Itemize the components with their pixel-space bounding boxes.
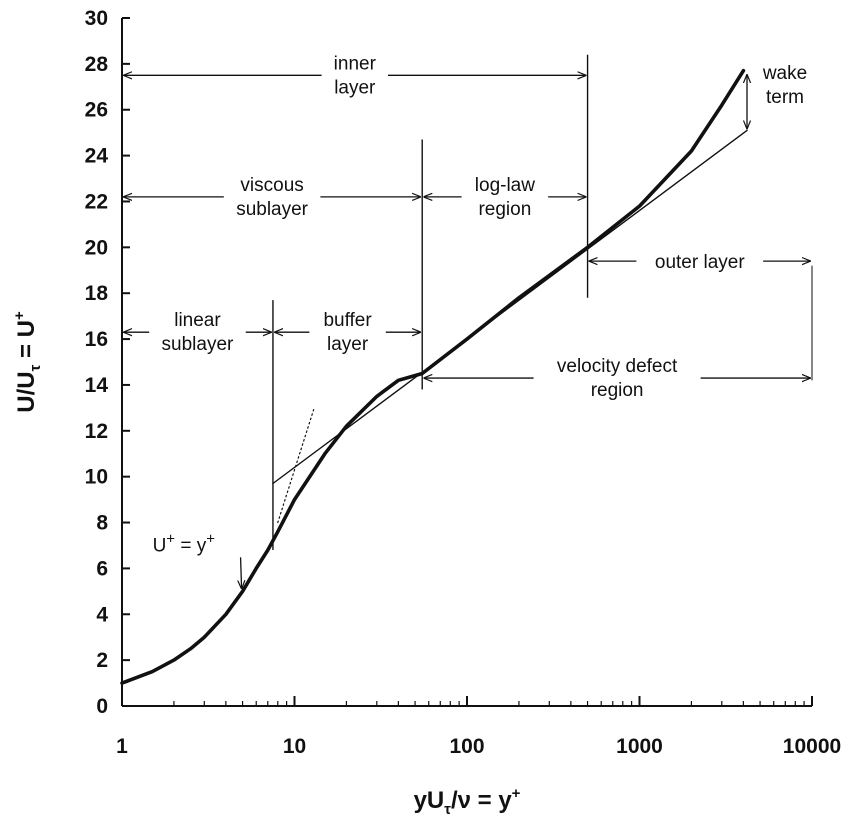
region-label-line2: sublayer — [162, 334, 234, 355]
annotations: inner layer viscous sublayer log-law region li… — [124, 53, 810, 588]
y-tick-label: 28 — [85, 53, 109, 76]
linear-law-arrow — [241, 557, 242, 588]
y-tick-label: 20 — [85, 236, 108, 259]
y-tick-label: 2 — [96, 649, 108, 672]
linear-law-label: U+ = y+ — [153, 530, 216, 556]
y-tick-label: 26 — [85, 99, 108, 122]
x-tick-label: 10 — [283, 735, 306, 758]
x-tick-label: 1 — [116, 735, 128, 758]
x-axis-title: yUτ/ν = y+ — [414, 785, 521, 818]
y-tick-label: 30 — [85, 7, 108, 30]
region-label-line2: layer — [327, 334, 369, 355]
y-tick-label: 4 — [96, 603, 108, 626]
y-tick-label: 8 — [96, 512, 108, 535]
x-tick-label: 1000 — [616, 735, 663, 758]
region-label: outer layer — [655, 252, 745, 273]
y-tick-label: 12 — [85, 420, 108, 443]
region-label-line2: layer — [334, 77, 376, 98]
linear-law-dotted-line — [277, 407, 315, 524]
y-axis-title: U/Uτ = U+ — [11, 311, 44, 413]
y-tick-label: 10 — [85, 466, 108, 489]
y-tick-label: 22 — [85, 190, 108, 213]
region-label: log-law — [475, 175, 535, 196]
region-label: inner — [334, 53, 377, 74]
y-tick-label: 18 — [85, 282, 109, 305]
y-tick-label: 0 — [96, 695, 108, 718]
region-label-line2: sublayer — [236, 199, 308, 220]
region-label: viscous — [240, 175, 303, 196]
region-label: velocity defect — [557, 356, 678, 377]
region-label: buffer — [323, 310, 372, 331]
y-tick-label: 6 — [96, 557, 108, 580]
x-tick-label: 10000 — [783, 735, 841, 758]
y-tick-label: 16 — [85, 328, 108, 351]
y-tick-label: 24 — [85, 145, 109, 168]
log-law-line — [272, 129, 748, 485]
region-label-line2: region — [591, 380, 644, 401]
region-label: linear — [174, 310, 221, 331]
plot-area — [120, 54, 748, 685]
velocity-profile-curve — [120, 68, 746, 685]
x-tick-label: 100 — [449, 735, 484, 758]
wake-term-label-line2: term — [766, 87, 804, 108]
y-tick-label: 14 — [85, 374, 109, 397]
wake-term-label: wake — [762, 63, 807, 84]
region-label-line2: region — [478, 199, 531, 220]
